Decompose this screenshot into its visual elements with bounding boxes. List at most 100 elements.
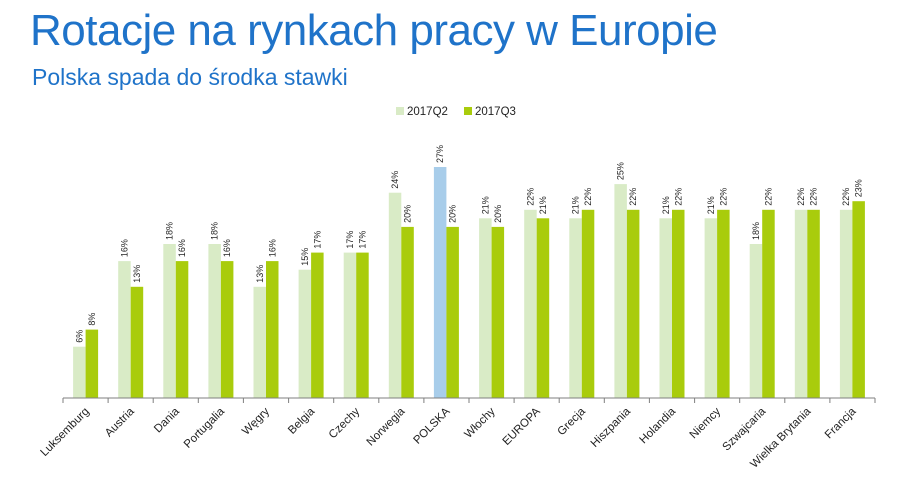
data-label-wielka-brytania-2017q2: 22%	[796, 188, 806, 206]
bar-wlochy-2017q3	[491, 226, 505, 398]
bar-czechy-2017q2	[343, 252, 357, 398]
bar-portugalia-2017q3	[220, 261, 234, 398]
bar-europa-2017q2	[524, 209, 537, 398]
data-label-niemcy-2017q3: 22%	[718, 188, 728, 206]
data-label-wegry-2017q2: 13%	[255, 265, 265, 283]
tick-label-grecja: Grecja	[555, 405, 588, 438]
bar-niemcy-2017q2	[704, 218, 718, 398]
bar-austria-2017q3	[130, 286, 144, 398]
data-label-europa-2017q2: 22%	[525, 188, 535, 206]
tick-label-dania: Dania	[152, 405, 182, 435]
data-label-grecja-2017q2: 21%	[571, 196, 581, 214]
data-label-wlochy-2017q2: 21%	[480, 196, 490, 214]
data-label-polska-2017q2: 27%	[435, 145, 445, 163]
bar-belgia-2017q2	[298, 269, 312, 398]
tick-label-wegry: Węgry	[240, 405, 272, 437]
data-label-holandia-2017q3: 22%	[673, 188, 683, 206]
data-label-dania-2017q3: 16%	[177, 239, 187, 257]
bar-francja-2017q2	[839, 209, 853, 398]
data-label-czechy-2017q3: 17%	[358, 231, 368, 249]
legend-swatch-2017q2	[396, 107, 404, 115]
bar-dania-2017q3	[175, 261, 189, 398]
data-label-norwegia-2017q2: 24%	[390, 171, 400, 189]
bar-wegry-2017q2	[253, 286, 266, 398]
data-label-niemcy-2017q2: 21%	[706, 196, 716, 214]
data-label-dania-2017q2: 18%	[165, 222, 175, 240]
data-label-hiszpania-2017q3: 22%	[628, 188, 638, 206]
bar-francja-2017q3	[852, 201, 865, 398]
tick-label-hiszpania: Hiszpania	[589, 405, 634, 450]
bar-norwegia-2017q3	[401, 226, 414, 398]
legend-label-2017q2: 2017Q2	[407, 106, 448, 118]
data-label-szwajcaria-2017q2: 18%	[751, 222, 761, 240]
tick-label-portugalia: Portugalia	[182, 405, 228, 451]
data-label-belgia-2017q3: 17%	[312, 231, 322, 249]
chart-tick-labels: Luksemburg Austria Dania Portugalia Węgry Bel…	[38, 405, 858, 470]
bar-luksemburg-2017q2	[73, 346, 86, 398]
data-label-belgia-2017q2: 15%	[300, 248, 310, 266]
data-label-norwegia-2017q3: 20%	[403, 205, 413, 223]
bar-wlochy-2017q2	[479, 218, 492, 398]
bar-wegry-2017q3	[266, 261, 279, 398]
bar-grecja-2017q3	[581, 209, 595, 398]
bar-portugalia-2017q2	[208, 244, 221, 398]
bar-holandia-2017q2	[659, 218, 672, 398]
data-label-polska-2017q3: 20%	[448, 205, 458, 223]
bar-wielka-brytania-2017q2	[794, 209, 808, 398]
data-label-austria-2017q3: 13%	[132, 265, 142, 283]
bar-wielka-brytania-2017q3	[807, 209, 820, 398]
tick-label-polska: POLSKA	[411, 405, 452, 446]
tick-label-austria: Austria	[103, 405, 137, 439]
tick-label-francja: Francja	[823, 405, 859, 441]
data-label-luksemburg-2017q2: 6%	[74, 330, 84, 343]
bar-grecja-2017q2	[569, 218, 582, 398]
tick-label-europa: EUROPA	[501, 405, 543, 447]
chart-x-axis	[62, 397, 876, 403]
bar-luksemburg-2017q3	[85, 329, 99, 398]
tick-label-holandia: Holandia	[638, 405, 679, 446]
bar-polska-2017q2	[433, 167, 447, 398]
bar-norwegia-2017q2	[388, 192, 402, 398]
bar-szwajcaria-2017q3	[762, 209, 775, 398]
data-label-wielka-brytania-2017q3: 22%	[809, 188, 819, 206]
data-label-holandia-2017q2: 21%	[661, 196, 671, 214]
data-label-austria-2017q2: 16%	[119, 239, 129, 257]
data-label-portugalia-2017q3: 16%	[222, 239, 232, 257]
data-label-europa-2017q3: 21%	[538, 196, 548, 214]
page-subtitle: Polska spada do środka stawki	[32, 64, 348, 90]
bar-hiszpania-2017q3	[626, 209, 640, 398]
data-label-francja-2017q3: 23%	[854, 179, 864, 197]
data-label-luksemburg-2017q3: 8%	[87, 313, 97, 326]
tick-label-niemcy: Niemcy	[688, 405, 724, 441]
bar-dania-2017q2	[163, 244, 176, 398]
bar-europa-2017q3	[536, 218, 550, 398]
data-label-czechy-2017q2: 17%	[345, 231, 355, 249]
bar-austria-2017q2	[118, 261, 131, 398]
data-label-grecja-2017q3: 22%	[583, 188, 593, 206]
data-label-szwajcaria-2017q3: 22%	[764, 188, 774, 206]
legend-swatch-2017q3	[464, 107, 472, 115]
data-label-wlochy-2017q3: 20%	[493, 205, 503, 223]
chart-legend: 2017Q2 2017Q3	[396, 106, 516, 118]
page-title: Rotacje na rynkach pracy w Europie	[30, 6, 718, 55]
data-label-portugalia-2017q2: 18%	[210, 222, 220, 240]
tick-label-szwajcaria: Szwajcaria	[721, 405, 769, 453]
bar-polska-2017q3	[446, 226, 459, 398]
tick-label-czechy: Czechy	[327, 405, 363, 441]
bar-belgia-2017q3	[311, 252, 324, 398]
tick-label-wlochy: Włochy	[463, 405, 498, 440]
legend-label-2017q3: 2017Q3	[475, 106, 516, 118]
tick-label-luksemburg: Luksemburg	[38, 406, 91, 459]
bar-czechy-2017q3	[356, 252, 369, 398]
data-label-hiszpania-2017q2: 25%	[616, 162, 626, 180]
data-label-wegry-2017q3: 16%	[267, 239, 277, 257]
chart-bars	[73, 167, 865, 398]
bar-holandia-2017q3	[672, 209, 685, 398]
chart-data-labels: 6%8%16%13%18%16%18%16%13%16% 15%17% 17% 17%…	[74, 145, 863, 343]
bar-niemcy-2017q3	[717, 209, 730, 398]
tick-label-norwegia: Norwegia	[365, 405, 408, 448]
bar-szwajcaria-2017q2	[749, 244, 763, 398]
tick-label-belgia: Belgia	[286, 405, 318, 437]
data-label-francja-2017q2: 22%	[841, 188, 851, 206]
